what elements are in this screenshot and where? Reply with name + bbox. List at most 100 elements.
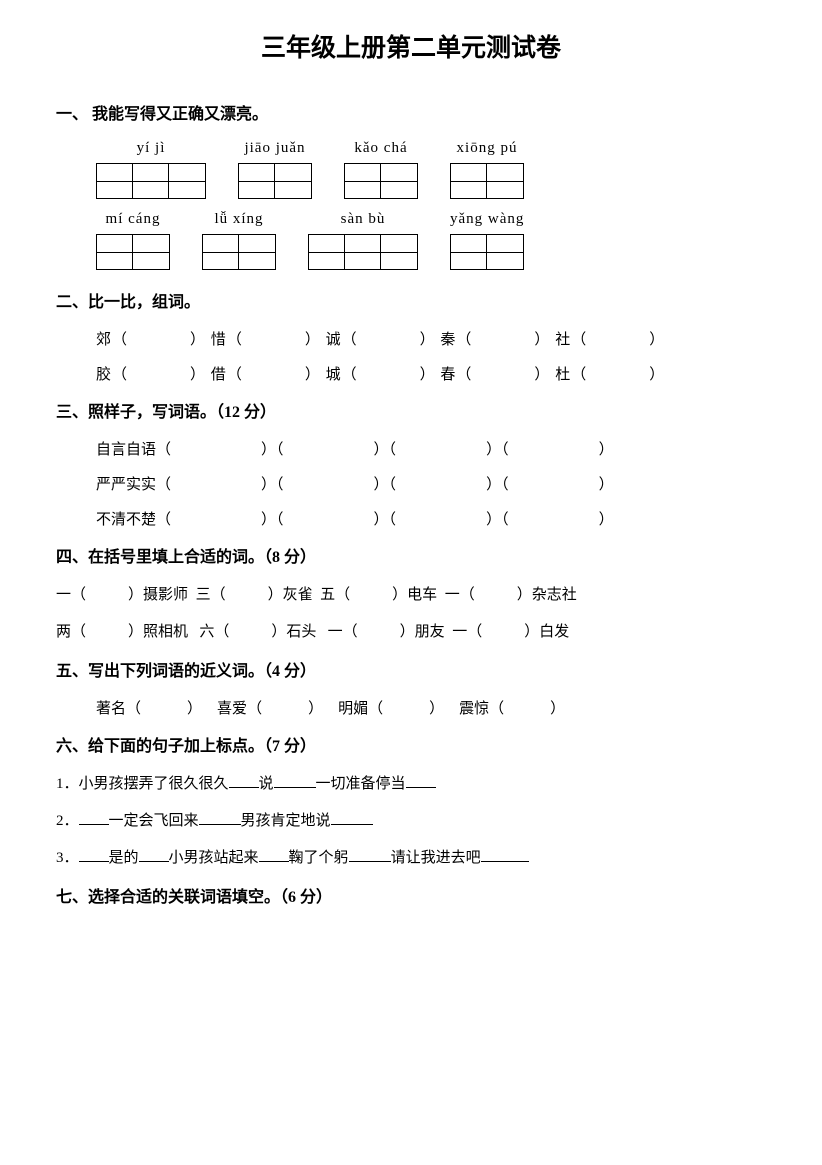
- measure-post: 白发: [539, 624, 569, 640]
- q4-line-1: 一（）摄影师 三（）灰雀 五（）电车 一（）杂志社: [56, 583, 766, 604]
- synonym-word: 著名: [96, 701, 126, 717]
- measure-pre: 三: [196, 587, 211, 603]
- punct-line-2: 2． 一定会飞回来 男孩肯定地说: [56, 809, 766, 830]
- section-4-heading: 四、在括号里填上合适的词。（8 分）: [56, 543, 766, 567]
- punct-line-3: 3． 是的 小男孩站起来 鞠了个躬 请让我进去吧: [56, 846, 766, 867]
- pinyin-label: yí jì: [137, 140, 166, 157]
- sentence-part: 鞠了个躬: [289, 850, 349, 866]
- pinyin-label: lǚ xíng: [214, 211, 263, 228]
- sentence-part: 小男孩站起来: [169, 850, 259, 866]
- q4-line-2: 两（）照相机 六（）石头 一（）朋友 一（）白发: [56, 620, 766, 641]
- compare-char: 秦: [440, 332, 456, 348]
- compare-row-1: 郊（） 惜（） 诚（） 秦（） 社（）: [96, 328, 766, 349]
- sentence-part: 一切准备停当: [316, 776, 406, 792]
- compare-char: 郊: [96, 332, 112, 348]
- measure-post: 电车: [407, 587, 437, 603]
- blank-underline[interactable]: [199, 810, 241, 825]
- item-number: 1．: [56, 776, 79, 792]
- pinyin-group: mí cáng: [96, 211, 170, 270]
- blank-underline[interactable]: [349, 847, 391, 862]
- blank-underline[interactable]: [274, 773, 316, 788]
- item-number: 3．: [56, 850, 79, 866]
- compare-char: 惜: [211, 332, 227, 348]
- sentence-part: 是的: [109, 850, 139, 866]
- pinyin-group: yǎng wàng: [450, 211, 524, 270]
- measure-pre: 一: [328, 624, 343, 640]
- char-box[interactable]: [96, 234, 170, 270]
- blank-underline[interactable]: [259, 847, 289, 862]
- pattern-example: 自言自语: [96, 442, 156, 458]
- pinyin-group: yí jì: [96, 140, 206, 199]
- pinyin-group: lǚ xíng: [202, 211, 276, 270]
- char-box[interactable]: [202, 234, 276, 270]
- compare-char: 诚: [326, 332, 342, 348]
- measure-post: 摄影师: [143, 587, 188, 603]
- pattern-row: 不清不楚（）（）（）（）: [96, 508, 766, 529]
- section-1-heading: 一、 我能写得又正确又漂亮。: [56, 100, 766, 124]
- compare-char: 借: [211, 367, 227, 383]
- blank-underline[interactable]: [229, 773, 259, 788]
- measure-pre: 两: [56, 624, 71, 640]
- pinyin-label: jiāo juǎn: [244, 140, 305, 157]
- char-box[interactable]: [238, 163, 312, 199]
- compare-char: 胶: [96, 367, 112, 383]
- blank-underline[interactable]: [139, 847, 169, 862]
- pinyin-group: kǎo chá: [344, 140, 418, 199]
- char-box[interactable]: [344, 163, 418, 199]
- punct-line-1: 1．小男孩摆弄了很久很久 说 一切准备停当: [56, 772, 766, 793]
- measure-pre: 一: [56, 587, 71, 603]
- pattern-row: 严严实实（）（）（）（）: [96, 473, 766, 494]
- char-box[interactable]: [308, 234, 418, 270]
- compare-char: 社: [555, 332, 571, 348]
- pinyin-group: jiāo juǎn: [238, 140, 312, 199]
- measure-post: 杂志社: [532, 587, 577, 603]
- pinyin-row-2: mí cáng lǚ xíng sàn bù yǎng wàng: [96, 211, 766, 270]
- blank-underline[interactable]: [331, 810, 373, 825]
- compare-char: 杜: [555, 367, 571, 383]
- measure-post: 灰雀: [283, 587, 313, 603]
- page-title: 三年级上册第二单元测试卷: [56, 28, 766, 64]
- compare-row-2: 胶（） 借（） 城（） 春（） 杜（）: [96, 363, 766, 384]
- pattern-example: 不清不楚: [96, 512, 156, 528]
- synonym-line: 著名（） 喜爱（） 明媚（） 震惊（）: [96, 697, 766, 718]
- section-2-heading: 二、比一比，组词。: [56, 288, 766, 312]
- char-box[interactable]: [450, 234, 524, 270]
- pinyin-label: mí cáng: [106, 211, 161, 228]
- measure-pre: 六: [199, 624, 214, 640]
- sentence-part: 请让我进去吧: [391, 850, 481, 866]
- blank-underline[interactable]: [79, 847, 109, 862]
- sentence-part: 一定会飞回来: [109, 813, 199, 829]
- blank-underline[interactable]: [79, 810, 109, 825]
- measure-post: 照相机: [143, 624, 188, 640]
- synonym-word: 明媚: [338, 701, 368, 717]
- compare-char: 城: [326, 367, 342, 383]
- compare-char: 春: [440, 367, 456, 383]
- measure-post: 朋友: [415, 624, 445, 640]
- sentence-part: 男孩肯定地说: [241, 813, 331, 829]
- measure-pre: 一: [452, 624, 467, 640]
- pinyin-label: kǎo chá: [354, 140, 407, 157]
- measure-pre: 五: [320, 587, 335, 603]
- synonym-word: 喜爱: [217, 701, 247, 717]
- item-number: 2．: [56, 813, 79, 829]
- pattern-example: 严严实实: [96, 477, 156, 493]
- pinyin-label: yǎng wàng: [450, 211, 524, 228]
- sentence-part: 说: [259, 776, 274, 792]
- pinyin-section: yí jì jiāo juǎn kǎo chá xiōng pú mí cáng…: [56, 140, 766, 270]
- section-5-heading: 五、写出下列词语的近义词。（4 分）: [56, 657, 766, 681]
- char-box[interactable]: [96, 163, 206, 199]
- section-3-heading: 三、照样子，写词语。（12 分）: [56, 398, 766, 422]
- synonym-word: 震惊: [459, 701, 489, 717]
- measure-post: 石头: [286, 624, 316, 640]
- pinyin-group: xiōng pú: [450, 140, 524, 199]
- measure-pre: 一: [445, 587, 460, 603]
- blank-underline[interactable]: [406, 773, 436, 788]
- section-7-heading: 七、选择合适的关联词语填空。（6 分）: [56, 883, 766, 907]
- pinyin-label: sàn bù: [341, 211, 386, 228]
- char-box[interactable]: [450, 163, 524, 199]
- section-6-heading: 六、给下面的句子加上标点。（7 分）: [56, 732, 766, 756]
- sentence-part: 小男孩摆弄了很久很久: [79, 776, 229, 792]
- blank-underline[interactable]: [481, 847, 529, 862]
- pinyin-label: xiōng pú: [457, 140, 518, 157]
- pinyin-row-1: yí jì jiāo juǎn kǎo chá xiōng pú: [96, 140, 766, 199]
